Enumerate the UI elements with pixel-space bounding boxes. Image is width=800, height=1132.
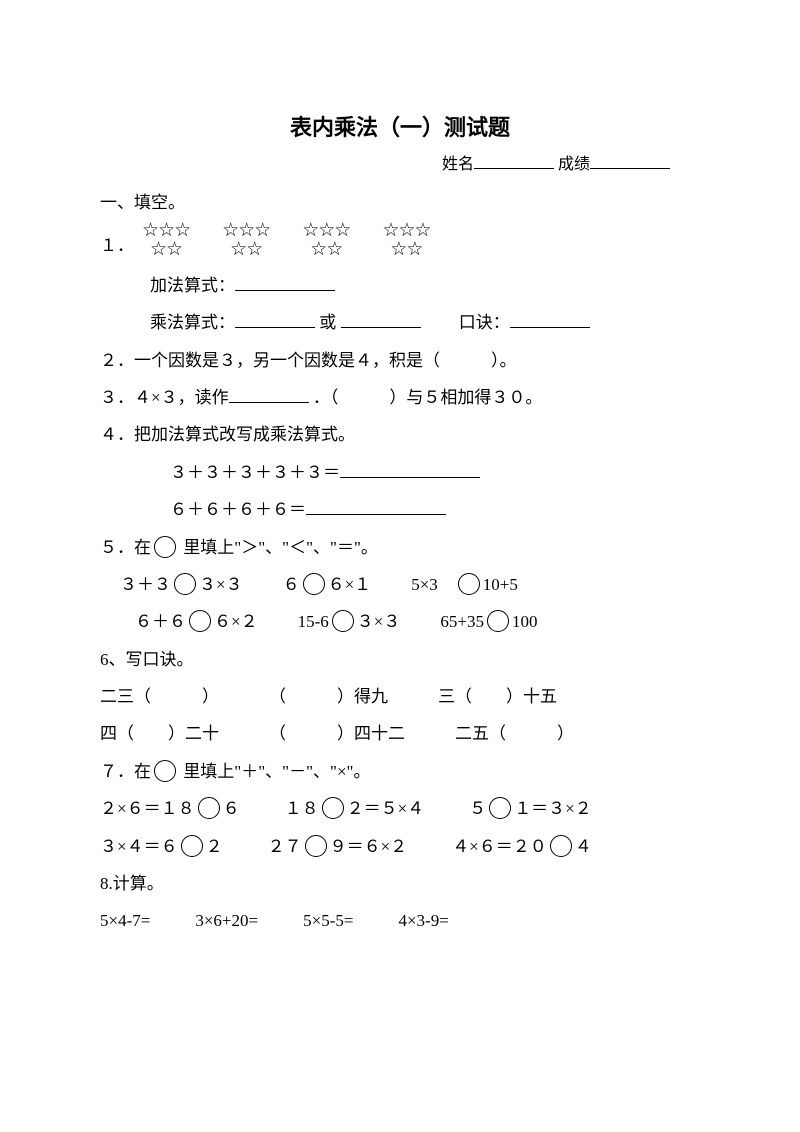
q7-item: ２７９＝６×２ xyxy=(268,828,408,865)
q5-title-a: ５．在 xyxy=(100,538,151,557)
op-circle[interactable] xyxy=(181,835,203,857)
q1-stars-row: １． ☆☆☆ ☆☆ ☆☆☆ ☆☆ ☆☆☆ ☆☆ ☆☆☆ ☆☆ xyxy=(100,221,700,264)
star-group-4: ☆☆☆ ☆☆ xyxy=(382,221,430,259)
q5-item-6: 65+35100 xyxy=(440,603,537,640)
circle-icon xyxy=(154,536,176,558)
q6-row2: 四（ ）二十 （ ）四十二 二五（ ） xyxy=(100,715,700,752)
q5-item-2: ６６×１ xyxy=(283,566,372,603)
q7-item: １８２＝５×４ xyxy=(285,790,425,827)
addition-label: 加法算式： xyxy=(150,276,235,295)
star-group-1: ☆☆☆ ☆☆ xyxy=(142,221,190,259)
or-text: 或 xyxy=(319,313,336,332)
q6-title: 6、写口诀。 xyxy=(100,641,700,678)
q7-title-b: 里填上"＋"、"－"、"×"。 xyxy=(183,762,370,781)
q5-row2: ６＋６６×２ 15-6３×３ 65+35100 xyxy=(100,603,700,640)
mult-blank-2[interactable] xyxy=(341,309,421,328)
circle-icon xyxy=(154,760,176,782)
q6-item: 二五（ ） xyxy=(455,715,574,752)
q4-line2: ６＋６＋６＋６＝ xyxy=(100,491,700,528)
name-blank[interactable] xyxy=(474,150,554,169)
koujue-blank[interactable] xyxy=(510,309,590,328)
q4-blank2[interactable] xyxy=(306,496,446,515)
q5-row1: ３＋３３×３ ６６×１ 5×3 10+5 xyxy=(100,566,700,603)
q8-item: 5×5-5= xyxy=(303,902,353,939)
q4-blank1[interactable] xyxy=(340,459,480,478)
q4-title: ４．把加法算式改写成乘法算式。 xyxy=(100,416,700,453)
q3-line: ３．４×３，读作 ．（ ）与５相加得３０。 xyxy=(100,379,700,416)
compare-circle[interactable] xyxy=(303,573,325,595)
q8-item: 3×6+20= xyxy=(195,902,258,939)
q5-title-b: 里填上"＞"、"＜"、"＝"。 xyxy=(183,538,378,557)
op-circle[interactable] xyxy=(550,835,572,857)
name-label: 姓名 xyxy=(442,156,474,173)
compare-circle[interactable] xyxy=(458,573,480,595)
q8-title: 8.计算。 xyxy=(100,865,700,902)
name-score-line: 姓名 成绩 xyxy=(100,150,700,174)
q5-item-4: ６＋６６×２ xyxy=(135,603,258,640)
q6-item: （ ）四十二 xyxy=(269,715,405,752)
page-title: 表内乘法（一）测试题 xyxy=(100,110,700,142)
q6-row1: 二三（ ） （ ）得九 三（ ）十五 xyxy=(100,678,700,715)
q5-item-1: ３＋３３×３ xyxy=(120,566,243,603)
q6-item: 三（ ）十五 xyxy=(438,678,557,715)
q3-blank[interactable] xyxy=(229,384,309,403)
section-1: 一、填空。 １． ☆☆☆ ☆☆ ☆☆☆ ☆☆ ☆☆☆ ☆☆ ☆☆☆ ☆☆ 加法算… xyxy=(100,184,700,940)
q6-item: 四（ ）二十 xyxy=(100,715,219,752)
q6-item: 二三（ ） xyxy=(100,678,219,715)
q4-expr1: ３＋３＋３＋３＋３＝ xyxy=(170,463,340,482)
compare-circle[interactable] xyxy=(332,610,354,632)
q7-item: ２×６＝１８６ xyxy=(100,790,240,827)
addition-blank[interactable] xyxy=(235,272,335,291)
q3-b: ．（ ）与５相加得３０。 xyxy=(313,388,543,407)
q6-item: （ ）得九 xyxy=(269,678,388,715)
q3-a: ３．４×３，读作 xyxy=(100,388,229,407)
star-group-2: ☆☆☆ ☆☆ xyxy=(222,221,270,259)
q1-number: １． xyxy=(100,221,134,264)
q5-item-3: 5×3 10+5 xyxy=(411,566,518,603)
star-group-3: ☆☆☆ ☆☆ xyxy=(302,221,350,259)
worksheet-page: 表内乘法（一）测试题 姓名 成绩 一、填空。 １． ☆☆☆ ☆☆ ☆☆☆ ☆☆ … xyxy=(0,0,800,1000)
score-blank[interactable] xyxy=(590,150,670,169)
q7-item: ５１＝３×２ xyxy=(469,790,592,827)
mult-label: 乘法算式： xyxy=(150,313,235,332)
op-circle[interactable] xyxy=(322,797,344,819)
score-label: 成绩 xyxy=(558,156,590,173)
op-circle[interactable] xyxy=(305,835,327,857)
q1-addition-line: 加法算式： xyxy=(100,267,700,304)
q5-title: ５．在 里填上"＞"、"＜"、"＝"。 xyxy=(100,529,700,566)
q4-expr2: ６＋６＋６＋６＝ xyxy=(170,500,306,519)
mult-blank-1[interactable] xyxy=(235,309,315,328)
q8-item: 4×3-9= xyxy=(398,902,448,939)
q2-text: ２．一个因数是３，另一个因数是４，积是（ ）。 xyxy=(100,342,700,379)
q5-item-5: 15-6３×３ xyxy=(298,603,401,640)
op-circle[interactable] xyxy=(489,797,511,819)
q7-item: ４×６＝２０４ xyxy=(452,828,592,865)
q1-mult-line: 乘法算式： 或 口诀： xyxy=(100,304,700,341)
compare-circle[interactable] xyxy=(174,573,196,595)
q8-row: 5×4-7= 3×6+20= 5×5-5= 4×3-9= xyxy=(100,902,700,939)
q4-line1: ３＋３＋３＋３＋３＝ xyxy=(100,454,700,491)
section1-title: 一、填空。 xyxy=(100,184,700,221)
q7-item: ３×４＝６２ xyxy=(100,828,223,865)
compare-circle[interactable] xyxy=(189,610,211,632)
q7-title: ７．在 里填上"＋"、"－"、"×"。 xyxy=(100,753,700,790)
q7-title-a: ７．在 xyxy=(100,762,151,781)
compare-circle[interactable] xyxy=(487,610,509,632)
koujue-label: 口诀： xyxy=(459,313,510,332)
q7-row1: ２×６＝１８６ １８２＝５×４ ５１＝３×２ xyxy=(100,790,700,827)
op-circle[interactable] xyxy=(198,797,220,819)
q7-row2: ３×４＝６２ ２７９＝６×２ ４×６＝２０４ xyxy=(100,828,700,865)
q8-item: 5×4-7= xyxy=(100,902,150,939)
